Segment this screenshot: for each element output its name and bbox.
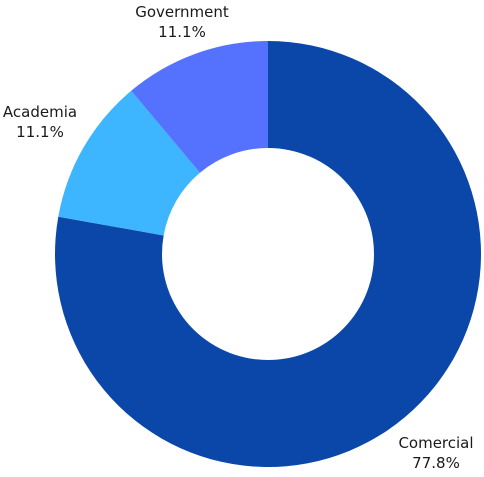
slice-value-government: 11.1% <box>158 23 206 41</box>
donut-slices <box>55 41 482 468</box>
slice-label-academia: Academia <box>3 103 77 121</box>
slice-government <box>131 41 268 173</box>
slice-value-comercial: 77.8% <box>412 454 460 472</box>
slice-value-academia: 11.1% <box>16 123 64 141</box>
slice-academia <box>58 90 200 236</box>
slice-comercial <box>55 41 482 468</box>
slice-label-comercial: Comercial <box>398 434 473 452</box>
slice-labels: Comercial 77.8% Academia 11.1% Government 11.… <box>3 3 474 472</box>
slice-label-government: Government <box>135 3 229 21</box>
